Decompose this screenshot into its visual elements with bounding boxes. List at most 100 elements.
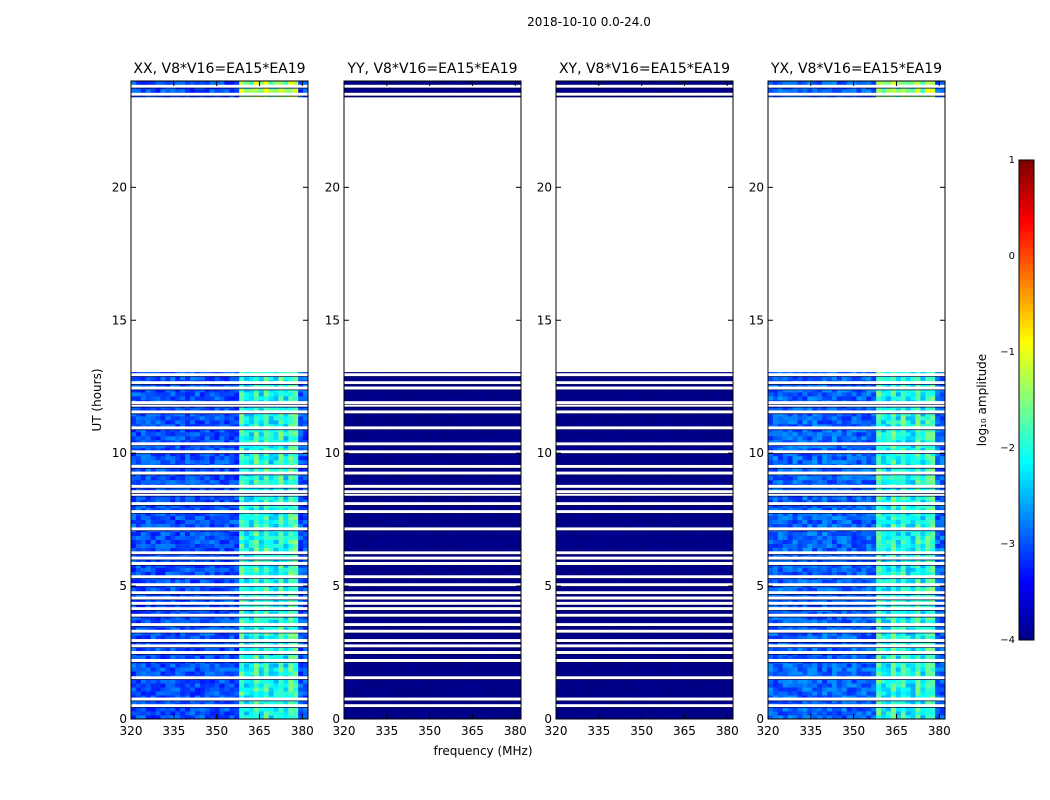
heatmap-cell <box>348 539 355 544</box>
heatmap-cell <box>283 411 289 417</box>
heatmap-cell <box>303 423 309 429</box>
heatmap-cell <box>298 459 304 465</box>
heatmap-cell <box>194 587 201 592</box>
heatmap-cell <box>170 667 176 672</box>
heatmap-cell <box>383 711 389 716</box>
heatmap-cell <box>303 451 309 457</box>
heatmap-cell <box>140 419 147 425</box>
heatmap-cell <box>471 603 478 608</box>
heatmap-cell <box>516 547 522 552</box>
heatmap-cell <box>353 687 360 692</box>
heatmap-cell <box>175 451 181 457</box>
heatmap-cell <box>353 695 360 700</box>
heatmap-cell <box>214 695 220 700</box>
heatmap-cell <box>298 655 304 660</box>
heatmap-cell <box>511 683 517 688</box>
heatmap-cell <box>283 447 289 453</box>
heatmap-cell <box>150 507 156 513</box>
heatmap-cell <box>214 711 220 716</box>
heatmap-cell <box>501 631 507 636</box>
heatmap-cell <box>273 467 279 473</box>
heatmap-cell <box>150 683 156 688</box>
heatmap-cell <box>185 439 191 445</box>
heatmap-cell <box>209 392 215 397</box>
heatmap-cell <box>131 635 137 640</box>
heatmap-cell <box>398 567 404 572</box>
heatmap-cell <box>155 411 161 417</box>
heatmap-cell <box>190 475 196 481</box>
heatmap-cell <box>263 407 270 413</box>
heatmap-cell <box>229 443 235 449</box>
heatmap-cell <box>263 535 270 540</box>
heatmap-cell <box>263 531 270 536</box>
heatmap-cell <box>190 515 196 521</box>
heatmap-cell <box>422 711 428 716</box>
heatmap-cell <box>194 419 201 425</box>
heatmap-cell <box>378 571 384 576</box>
heatmap-cell <box>278 495 284 501</box>
flagged-row <box>131 442 308 446</box>
heatmap-cell <box>373 603 379 608</box>
heatmap-cell <box>442 627 448 632</box>
heatmap-cell <box>273 511 279 517</box>
heatmap-cell <box>165 475 171 481</box>
heatmap-cell <box>501 695 507 700</box>
heatmap-cell <box>249 655 255 660</box>
heatmap-cell <box>417 691 424 696</box>
heatmap-cell <box>273 711 279 716</box>
heatmap-cell <box>209 615 215 620</box>
heatmap-cell <box>229 515 235 521</box>
heatmap-cell <box>219 523 225 528</box>
heatmap-cell <box>160 559 166 564</box>
heatmap-cell <box>466 619 473 624</box>
heatmap-cell <box>373 695 379 700</box>
heatmap-cell <box>209 431 215 437</box>
heatmap-cell <box>344 699 350 704</box>
heatmap-cell <box>417 671 424 676</box>
heatmap-cell <box>258 647 265 652</box>
heatmap-cell <box>185 667 191 672</box>
heatmap-cell <box>135 455 142 461</box>
heatmap-cell <box>229 396 235 401</box>
heatmap-cell <box>273 376 279 381</box>
heatmap-cell <box>160 407 166 413</box>
heatmap-cell <box>249 515 255 521</box>
heatmap-cell <box>476 687 483 692</box>
heatmap-cell <box>135 511 142 517</box>
heatmap-cell <box>131 627 137 632</box>
heatmap-cell <box>358 579 365 584</box>
heatmap-cell <box>244 507 250 513</box>
heatmap-cell <box>219 683 225 688</box>
heatmap-cell <box>511 559 517 564</box>
heatmap-cell <box>288 411 294 417</box>
heatmap-cell <box>165 571 171 576</box>
heatmap-cell <box>209 567 215 572</box>
heatmap-cell <box>516 679 522 684</box>
heatmap-cell <box>145 384 152 389</box>
heatmap-cell <box>283 627 289 632</box>
heatmap-cell <box>194 467 201 473</box>
heatmap-cell <box>368 683 374 688</box>
heatmap-cell <box>368 647 374 652</box>
heatmap-cell <box>283 531 289 536</box>
heatmap-cell <box>486 603 492 608</box>
heatmap-cell <box>293 384 299 389</box>
heatmap-cell <box>516 627 522 632</box>
heatmap-cell <box>293 431 299 437</box>
heatmap-cell <box>298 539 304 544</box>
heatmap-cell <box>388 671 394 676</box>
heatmap-cell <box>398 699 404 704</box>
heatmap-cell <box>180 451 186 457</box>
heatmap-cell <box>190 687 196 692</box>
heatmap-cell <box>288 451 294 457</box>
heatmap-cell <box>388 695 394 700</box>
heatmap-cell <box>234 511 240 517</box>
heatmap-cell <box>516 647 522 652</box>
heatmap-cell <box>516 559 522 564</box>
heatmap-cell <box>258 427 265 433</box>
heatmap-cell <box>298 559 304 564</box>
heatmap-cell <box>298 579 304 584</box>
heatmap-cell <box>180 531 186 536</box>
heatmap-cell <box>204 531 211 536</box>
heatmap-cell <box>403 615 409 620</box>
